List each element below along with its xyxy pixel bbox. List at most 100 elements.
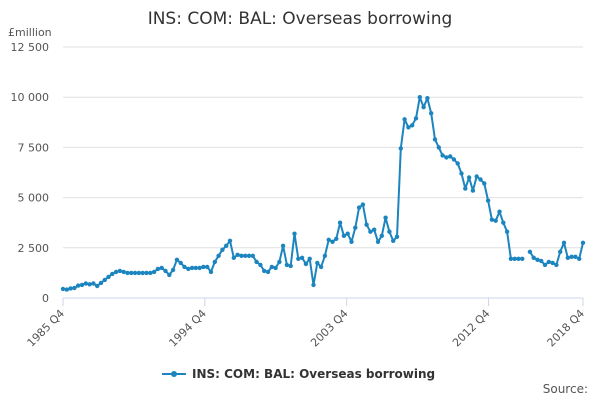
- data-point[interactable]: [205, 264, 210, 270]
- data-point[interactable]: [402, 117, 407, 122]
- data-point[interactable]: [239, 253, 244, 258]
- data-point[interactable]: [117, 268, 123, 274]
- data-point[interactable]: [470, 188, 476, 193]
- data-point[interactable]: [565, 255, 570, 260]
- data-point[interactable]: [466, 175, 472, 180]
- data-point[interactable]: [493, 218, 498, 223]
- data-point[interactable]: [485, 198, 491, 203]
- legend[interactable]: INS: COM: BAL: Overseas borrowing: [162, 367, 435, 381]
- data-point[interactable]: [349, 239, 354, 244]
- data-point[interactable]: [167, 272, 172, 278]
- data-point[interactable]: [243, 253, 248, 258]
- data-point[interactable]: [406, 125, 411, 130]
- data-point[interactable]: [463, 186, 468, 191]
- data-point[interactable]: [504, 229, 510, 234]
- data-point[interactable]: [448, 154, 453, 159]
- data-point[interactable]: [113, 269, 119, 275]
- data-point[interactable]: [425, 96, 430, 101]
- data-point[interactable]: [391, 238, 396, 243]
- data-point[interactable]: [76, 283, 81, 288]
- data-point[interactable]: [284, 262, 290, 268]
- data-point[interactable]: [516, 256, 521, 261]
- data-point[interactable]: [334, 236, 339, 241]
- data-point[interactable]: [220, 247, 225, 252]
- data-point[interactable]: [353, 225, 358, 230]
- data-point[interactable]: [280, 243, 286, 248]
- data-point[interactable]: [531, 255, 536, 260]
- data-point[interactable]: [159, 265, 164, 271]
- data-point[interactable]: [273, 265, 278, 271]
- data-point[interactable]: [550, 260, 555, 266]
- data-point[interactable]: [436, 145, 441, 150]
- data-point[interactable]: [212, 259, 217, 265]
- data-point[interactable]: [269, 264, 274, 270]
- data-point[interactable]: [375, 239, 381, 244]
- data-point[interactable]: [178, 260, 183, 266]
- data-point[interactable]: [95, 283, 100, 289]
- data-point[interactable]: [227, 238, 233, 243]
- data-point[interactable]: [387, 229, 392, 234]
- data-point[interactable]: [129, 270, 134, 276]
- data-point[interactable]: [254, 259, 259, 265]
- data-point[interactable]: [151, 269, 157, 275]
- data-point[interactable]: [432, 137, 438, 142]
- data-point[interactable]: [413, 116, 419, 121]
- data-point[interactable]: [121, 269, 126, 275]
- data-point[interactable]: [326, 237, 331, 242]
- data-point[interactable]: [394, 234, 400, 239]
- data-point[interactable]: [356, 205, 362, 210]
- data-point[interactable]: [136, 270, 142, 276]
- data-point[interactable]: [262, 268, 267, 274]
- data-point[interactable]: [197, 265, 202, 271]
- data-point[interactable]: [250, 253, 255, 258]
- data-point[interactable]: [345, 231, 350, 236]
- data-point[interactable]: [246, 253, 252, 258]
- data-point[interactable]: [489, 217, 495, 222]
- data-point[interactable]: [429, 111, 434, 116]
- data-point[interactable]: [478, 177, 483, 182]
- data-point[interactable]: [569, 254, 574, 259]
- data-point[interactable]: [330, 239, 335, 244]
- data-point[interactable]: [299, 255, 305, 260]
- data-point[interactable]: [307, 256, 312, 261]
- data-point[interactable]: [561, 240, 567, 245]
- data-point[interactable]: [535, 257, 540, 262]
- data-point[interactable]: [102, 277, 108, 283]
- data-point[interactable]: [132, 270, 138, 276]
- data-point[interactable]: [383, 215, 388, 220]
- data-point[interactable]: [455, 161, 460, 166]
- data-point[interactable]: [186, 266, 191, 272]
- data-point[interactable]: [364, 222, 369, 227]
- data-point[interactable]: [193, 265, 198, 271]
- data-point[interactable]: [368, 229, 373, 234]
- data-point[interactable]: [68, 286, 73, 291]
- data-point[interactable]: [110, 271, 115, 277]
- data-point[interactable]: [558, 249, 563, 254]
- data-point[interactable]: [440, 153, 445, 158]
- data-point[interactable]: [155, 266, 161, 272]
- data-point[interactable]: [292, 231, 297, 236]
- data-point[interactable]: [451, 157, 457, 162]
- data-point[interactable]: [98, 280, 104, 286]
- data-point[interactable]: [277, 259, 282, 265]
- data-point[interactable]: [341, 233, 347, 238]
- data-point[interactable]: [512, 256, 517, 261]
- data-point[interactable]: [79, 282, 85, 288]
- data-point[interactable]: [322, 253, 328, 258]
- data-point[interactable]: [91, 281, 96, 286]
- data-point[interactable]: [546, 259, 551, 265]
- data-point[interactable]: [303, 261, 309, 267]
- data-point[interactable]: [163, 268, 168, 274]
- data-point[interactable]: [482, 181, 487, 186]
- data-point[interactable]: [459, 171, 464, 176]
- data-point[interactable]: [182, 264, 187, 270]
- data-point[interactable]: [231, 255, 236, 260]
- data-point[interactable]: [311, 282, 316, 288]
- data-point[interactable]: [497, 209, 502, 214]
- data-point[interactable]: [542, 262, 548, 268]
- data-point[interactable]: [379, 233, 384, 238]
- data-point[interactable]: [208, 269, 214, 275]
- data-point[interactable]: [64, 287, 70, 292]
- data-point[interactable]: [125, 270, 130, 276]
- data-point[interactable]: [60, 286, 66, 292]
